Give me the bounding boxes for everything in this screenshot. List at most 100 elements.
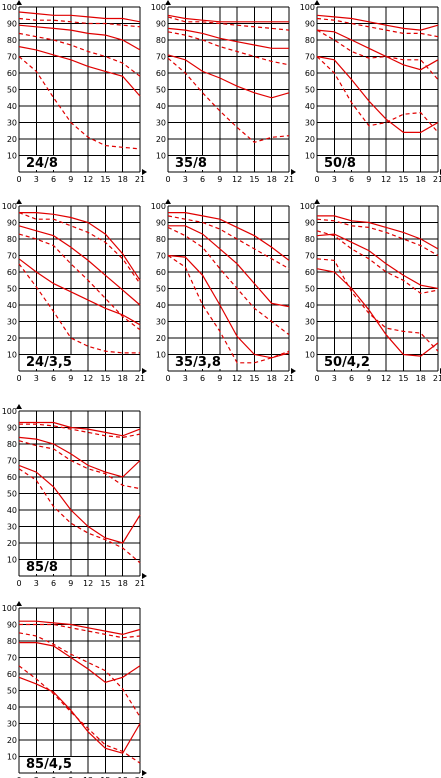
y-tick-label: 20 bbox=[7, 334, 17, 343]
y-tick-label: 70 bbox=[156, 53, 166, 62]
y-tick-label: 40 bbox=[156, 102, 166, 111]
series-line-6-dashed bbox=[316, 258, 439, 352]
series-line-5-solid bbox=[167, 54, 290, 99]
series-line-3-solid bbox=[18, 225, 141, 306]
x-tick-label: 12 bbox=[83, 374, 93, 383]
y-tick-label: 10 bbox=[7, 556, 17, 565]
x-tick-label: 9 bbox=[217, 374, 222, 383]
x-tick-label: 0 bbox=[16, 374, 21, 383]
y-tick-label: 80 bbox=[7, 440, 17, 449]
x-tick-label: 6 bbox=[51, 776, 56, 778]
series-line-4-dashed bbox=[18, 632, 141, 718]
lens-label-backdrop bbox=[24, 560, 62, 574]
y-tick-label: 20 bbox=[7, 736, 17, 745]
x-tick-label: 12 bbox=[83, 776, 93, 778]
y-tick-label: 30 bbox=[156, 119, 166, 128]
lens-label-backdrop bbox=[322, 355, 377, 369]
series-line-4-dashed bbox=[316, 230, 439, 295]
y-tick-label: 30 bbox=[7, 720, 17, 729]
mtf-chart-3: 10 20 30 40 50 60 70 80 90 100 0 3 6 9 12 15 18 21 50/8 bbox=[300, 0, 441, 184]
x-tick-label: 15 bbox=[100, 776, 110, 778]
y-tick-label: 20 bbox=[7, 539, 17, 548]
x-tick-label: 21 bbox=[135, 175, 145, 184]
x-tick-label: 18 bbox=[118, 175, 128, 184]
series-line-5-solid bbox=[18, 46, 141, 97]
x-tick-label: 0 bbox=[165, 175, 170, 184]
y-tick-label: 80 bbox=[7, 36, 17, 45]
x-tick-label: 3 bbox=[332, 175, 337, 184]
lens-label: 24/3,5 bbox=[26, 355, 72, 370]
series-line-3-solid bbox=[19, 641, 141, 683]
y-tick-label: 10 bbox=[156, 152, 166, 161]
y-tick-label: 90 bbox=[156, 20, 166, 29]
x-tick-label: 3 bbox=[183, 374, 188, 383]
mtf-chart-6: 10 20 30 40 50 60 70 80 90 100 0 3 6 9 12 15 18 21 50/4,2 bbox=[300, 199, 441, 383]
grid-lines bbox=[167, 6, 290, 173]
x-tick-label: 15 bbox=[398, 175, 408, 184]
series-line-3-solid bbox=[316, 29, 439, 71]
y-tick-label: 70 bbox=[305, 53, 315, 62]
x-tick-label: 12 bbox=[232, 374, 242, 383]
y-axis-arrow bbox=[16, 0, 22, 5]
series-line-4-dashed bbox=[18, 440, 141, 490]
x-tick-label: 9 bbox=[217, 175, 222, 184]
series-line-6-dashed bbox=[167, 255, 290, 364]
series-line-3-solid bbox=[18, 436, 141, 478]
lens-label-backdrop bbox=[24, 156, 62, 170]
y-tick-label: 40 bbox=[305, 301, 315, 310]
y-tick-label: 70 bbox=[7, 53, 17, 62]
y-tick-label: 90 bbox=[305, 20, 315, 29]
series-line-5-solid bbox=[167, 254, 290, 359]
lens-label-backdrop bbox=[24, 355, 79, 369]
y-tick-label: 80 bbox=[156, 235, 166, 244]
mtf-chart-7: 10 20 30 40 50 60 70 80 90 100 0 3 6 9 12 15 18 21 85/8 bbox=[2, 404, 147, 588]
y-tick-label: 90 bbox=[7, 20, 17, 29]
y-tick-label: 40 bbox=[7, 703, 17, 712]
mtf-chart-4: 10 20 30 40 50 60 70 80 90 100 0 3 6 9 12 15 18 21 24/3,5 bbox=[2, 199, 147, 383]
series-line-1-solid bbox=[317, 215, 439, 250]
x-tick-label: 3 bbox=[34, 776, 39, 778]
series-line-6-dashed bbox=[18, 56, 141, 150]
x-tick-label: 9 bbox=[366, 374, 371, 383]
series-line-6-dashed bbox=[18, 263, 140, 354]
x-tick-label: 3 bbox=[34, 374, 39, 383]
lens-label: 35/8 bbox=[175, 156, 207, 171]
x-tick-label: 18 bbox=[416, 374, 426, 383]
lens-label-backdrop bbox=[322, 156, 360, 170]
y-tick-label: 10 bbox=[305, 351, 315, 360]
x-tick-label: 15 bbox=[100, 374, 110, 383]
y-tick-label: 100 bbox=[151, 202, 166, 211]
x-tick-label: 21 bbox=[284, 175, 294, 184]
x-tick-label: 18 bbox=[267, 175, 277, 184]
x-tick-label: 18 bbox=[118, 776, 128, 778]
series-line-2-dashed bbox=[18, 212, 141, 284]
series-line-5-solid bbox=[316, 268, 439, 357]
y-tick-label: 90 bbox=[156, 219, 166, 228]
lens-label: 35/3,8 bbox=[175, 355, 221, 370]
y-tick-label: 20 bbox=[305, 135, 315, 144]
series-line-4-dashed bbox=[167, 31, 290, 66]
x-tick-label: 0 bbox=[165, 374, 170, 383]
y-tick-label: 70 bbox=[7, 654, 17, 663]
y-tick-label: 60 bbox=[156, 69, 166, 78]
x-tick-label: 3 bbox=[183, 175, 188, 184]
y-tick-label: 30 bbox=[7, 318, 17, 327]
series-line-1-solid bbox=[316, 14, 439, 31]
x-tick-label: 18 bbox=[118, 579, 128, 588]
y-tick-label: 30 bbox=[305, 318, 315, 327]
y-tick-label: 70 bbox=[7, 252, 17, 261]
lens-label-backdrop bbox=[24, 757, 79, 771]
y-tick-label: 80 bbox=[7, 637, 17, 646]
x-axis-arrow bbox=[291, 368, 296, 374]
series-line-3-solid bbox=[168, 225, 290, 308]
x-tick-label: 3 bbox=[34, 579, 39, 588]
mtf-chart-5: 10 20 30 40 50 60 70 80 90 100 0 3 6 9 12 15 18 21 35/3,8 bbox=[151, 199, 296, 383]
y-axis-arrow bbox=[165, 0, 171, 5]
grid-lines bbox=[167, 205, 290, 372]
series-line-5-solid bbox=[18, 258, 141, 326]
x-axis-arrow bbox=[142, 573, 147, 579]
series-line-1-solid bbox=[19, 212, 141, 281]
y-tick-label: 60 bbox=[7, 473, 17, 482]
x-tick-label: 9 bbox=[68, 374, 73, 383]
y-tick-label: 100 bbox=[2, 3, 17, 12]
